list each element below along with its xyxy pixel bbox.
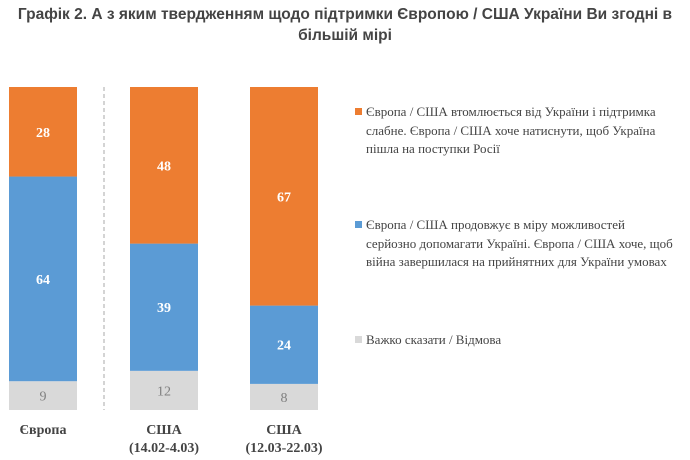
bar-segment [250,87,318,306]
category-label-line: США [266,423,302,438]
data-label: 67 [277,190,291,205]
legend-swatch [355,221,362,228]
category-label-line: (14.02-4.03) [129,441,199,456]
bar-segment [130,243,198,371]
data-label: 28 [36,126,50,141]
legend-label: Європа / США продовжує в міру можливосте… [366,217,673,269]
category-label-line: Європа [19,423,67,438]
category-label: Європа [0,422,103,440]
bar-segment [130,370,198,410]
data-label: 64 [36,273,50,288]
legend-label: Європа / США втомлюється від України і п… [366,104,656,156]
bar-segment [250,305,318,384]
bar-segment [130,87,198,244]
legend-item: Європа / США втомлюється від України і п… [355,103,675,159]
data-label: 48 [157,159,171,174]
data-label: 12 [157,384,171,399]
legend-item: Важко сказати / Відмова [355,331,675,350]
bar-segment [9,381,77,410]
legend-swatch [355,336,362,343]
bar-segment [250,383,318,410]
category-label: США (14.02-4.03) [104,422,224,458]
legend-swatch [355,108,362,115]
data-label: 8 [281,391,288,406]
data-label: 9 [40,390,47,405]
bar-segment [9,87,77,177]
category-label: США (12.03-22.03) [224,422,344,458]
category-label-line: (12.03-22.03) [245,441,323,456]
data-label: 39 [157,301,171,316]
legend-label: Важко сказати / Відмова [366,332,502,347]
category-label-line: США [146,423,182,438]
data-label: 24 [277,339,291,354]
chart-title: Графік 2. А з яким твердженням щодо підт… [17,6,673,44]
legend-item: Європа / США продовжує в міру можливосте… [355,216,675,272]
bar-segment [9,176,77,382]
